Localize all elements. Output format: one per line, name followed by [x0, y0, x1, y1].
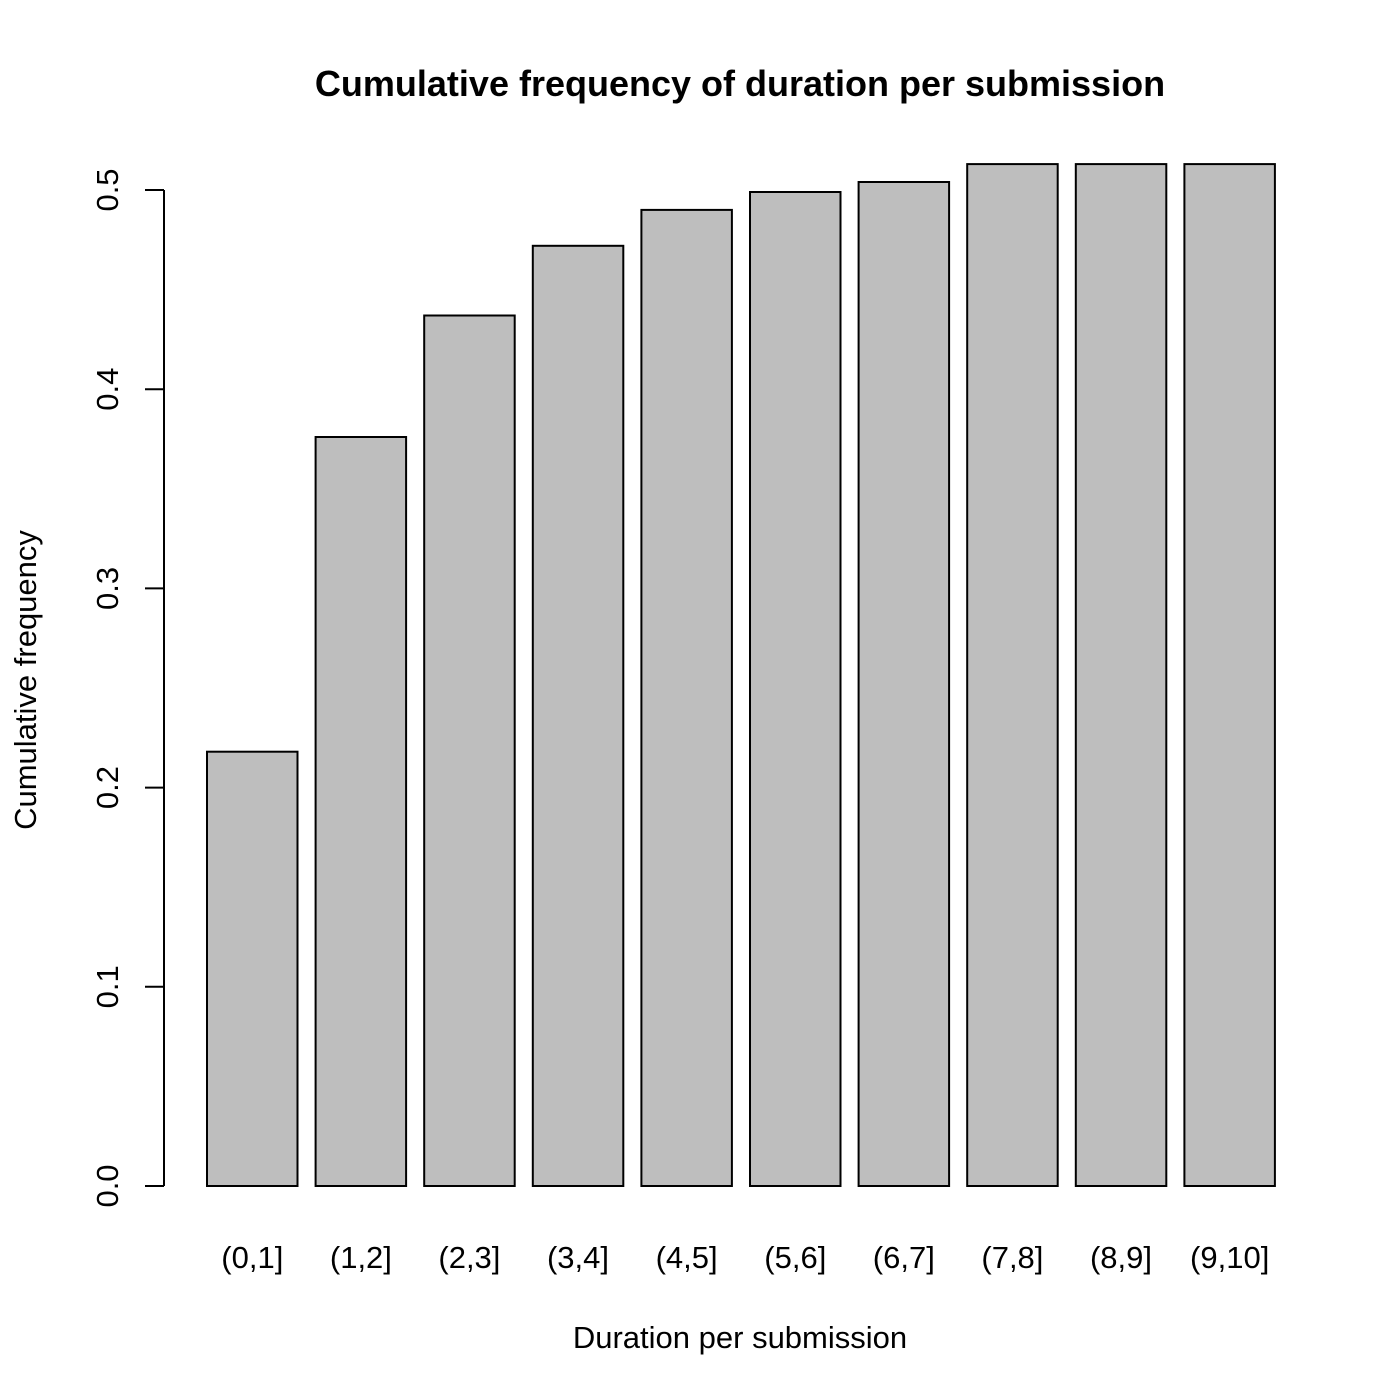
bars-group — [206, 163, 1276, 1188]
x-tick-label: (3,4] — [547, 1240, 609, 1275]
chart-title: Cumulative frequency of duration per sub… — [315, 63, 1165, 104]
x-tick-label: (0,1] — [221, 1240, 283, 1275]
x-tick-label: (8,9] — [1090, 1240, 1152, 1275]
x-tick-label: (2,3] — [438, 1240, 500, 1275]
y-tick-label: 0.5 — [90, 168, 125, 211]
x-tick-labels: (0,1] (1,2] (2,3] (3,4] (4,5] (5,6] (6,7] (7,8]… — [221, 1240, 1269, 1275]
x-tick-label: (7,8] — [981, 1240, 1043, 1275]
x-axis-label: Duration per submission — [573, 1320, 907, 1355]
bar-5 — [640, 208, 733, 1187]
x-tick-label: (5,6] — [764, 1240, 826, 1275]
x-tick-label: (1,2] — [330, 1240, 392, 1275]
bar-1 — [206, 750, 299, 1187]
y-axis: 0.0 0.1 0.2 0.3 0.4 0.5 — [90, 168, 165, 1208]
x-tick-label: (6,7] — [873, 1240, 935, 1275]
x-tick-label: (9,10] — [1190, 1240, 1269, 1275]
y-tick-label: 0.2 — [90, 766, 125, 809]
x-tick-label: (4,5] — [656, 1240, 718, 1275]
bar-8 — [966, 163, 1059, 1188]
y-tick-label: 0.4 — [90, 368, 125, 411]
bar-4 — [531, 244, 625, 1188]
bar-6 — [749, 191, 842, 1187]
y-tick-label: 0.3 — [90, 567, 125, 610]
y-axis-label: Cumulative frequency — [8, 530, 43, 830]
y-tick-label: 0.1 — [90, 965, 125, 1008]
bar-7 — [857, 181, 951, 1187]
bar-2 — [314, 436, 408, 1187]
bar-9 — [1074, 163, 1168, 1188]
y-tick-label: 0.0 — [90, 1164, 125, 1207]
bar-10 — [1183, 163, 1276, 1188]
bar-3 — [423, 314, 516, 1187]
